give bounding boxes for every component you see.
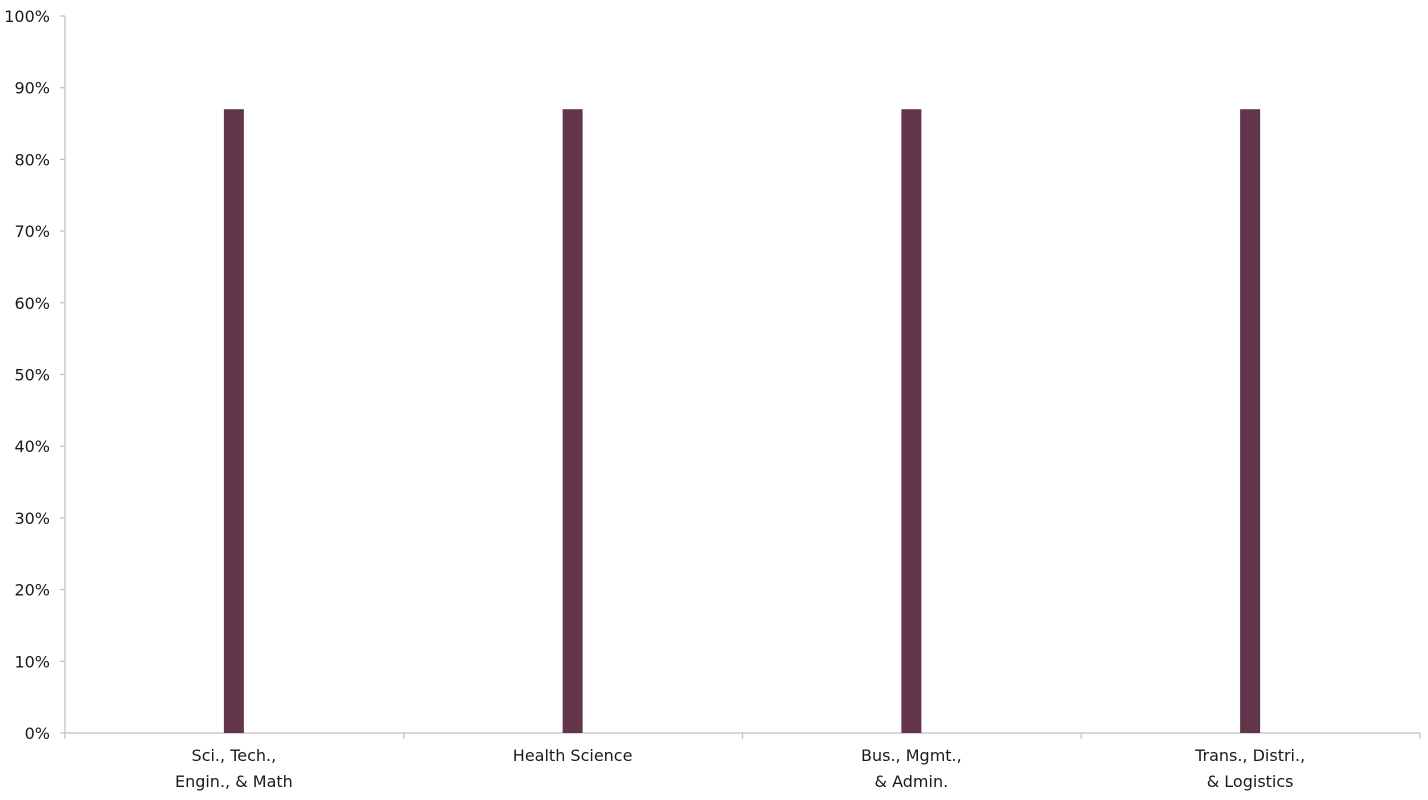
y-tick-label: 50% bbox=[14, 366, 50, 385]
x-tick-label: Trans., Distri., & Logistics bbox=[1194, 746, 1305, 791]
y-axis: 0% 10% 20% 30% 40% 50% 60% 70% 80% 90% 100% bbox=[4, 7, 66, 743]
bar bbox=[901, 109, 922, 733]
y-tick-label: 80% bbox=[14, 150, 50, 169]
x-tick-label-line: & Admin. bbox=[875, 772, 949, 791]
y-tick-label: 10% bbox=[14, 652, 50, 671]
y-tick-label: 20% bbox=[14, 581, 50, 600]
bar bbox=[223, 109, 244, 733]
x-tick-label-line: Health Science bbox=[513, 746, 633, 765]
bar bbox=[562, 109, 583, 733]
y-tick-label: 90% bbox=[14, 79, 50, 98]
y-tick-label: 30% bbox=[14, 509, 50, 528]
y-tick-label: 40% bbox=[14, 437, 50, 456]
y-tick-label: 100% bbox=[4, 7, 50, 26]
x-tick-label-line: & Logistics bbox=[1207, 772, 1294, 791]
x-tick-label-line: Sci., Tech., bbox=[192, 746, 277, 765]
x-tick-label-line: Bus., Mgmt., bbox=[861, 746, 962, 765]
y-tick-label: 60% bbox=[14, 294, 50, 313]
bars bbox=[223, 109, 1261, 733]
x-axis: Sci., Tech., Engin., & Math Health Science… bbox=[64, 732, 1421, 791]
bar bbox=[1240, 109, 1261, 733]
x-tick-label: Sci., Tech., Engin., & Math bbox=[175, 746, 293, 791]
x-tick-label-line: Trans., Distri., bbox=[1194, 746, 1305, 765]
y-tick-label: 0% bbox=[25, 724, 50, 743]
x-tick-label-line: Engin., & Math bbox=[175, 772, 293, 791]
y-tick-label: 70% bbox=[14, 222, 50, 241]
x-tick-label: Health Science bbox=[513, 746, 633, 765]
x-tick-label: Bus., Mgmt., & Admin. bbox=[861, 746, 962, 791]
